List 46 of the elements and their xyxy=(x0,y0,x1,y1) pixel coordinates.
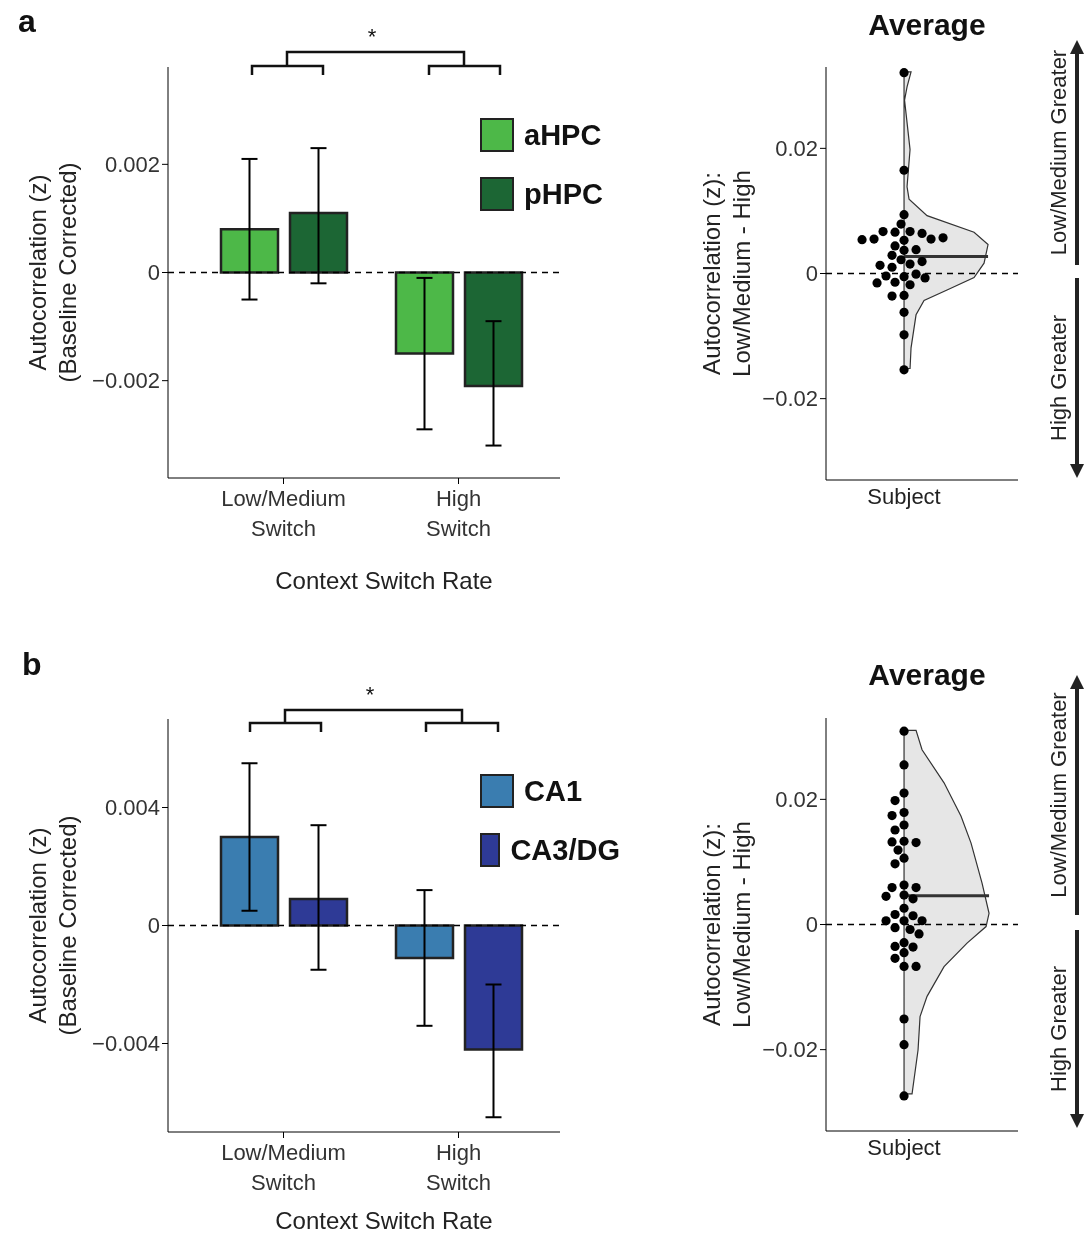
x-tick-label: Subject xyxy=(867,1134,941,1160)
y-axis-title: Autocorrelation (z): Low/Medium - High xyxy=(697,170,755,377)
y-axis-title: Autocorrelation (z): Low/Medium - High xyxy=(697,821,755,1028)
chart-title: Average xyxy=(868,658,986,691)
y-tick-label: 0.004 xyxy=(104,795,160,821)
y-tick-label: −0.004 xyxy=(92,1031,160,1057)
bar xyxy=(394,924,455,960)
y-axis-title: Autocorrelation (z) (Baseline Corrected) xyxy=(23,162,81,383)
text: b xyxy=(22,646,42,682)
y-tick-label: 0.002 xyxy=(104,152,160,178)
x-tick-label: Low/Medium Switch xyxy=(221,1140,346,1195)
y-axis-title: Autocorrelation (z) (Baseline Corrected) xyxy=(23,815,81,1036)
bar xyxy=(288,211,349,274)
text: High Greater xyxy=(1045,966,1071,1092)
bar xyxy=(219,835,280,927)
legend-label: CA1 xyxy=(524,774,583,808)
x-tick-label: High Switch xyxy=(426,1140,491,1195)
x-tick-label: Low/Medium Switch xyxy=(221,486,346,541)
y-tick-label: −0.02 xyxy=(762,1037,818,1063)
x-axis-title: Context Switch Rate xyxy=(275,1206,493,1234)
text: * xyxy=(367,24,377,49)
y-tick-label: −0.002 xyxy=(92,368,160,394)
text: * xyxy=(365,682,375,707)
text: Low/Medium Greater xyxy=(1045,692,1071,898)
chart-title: Average xyxy=(868,8,986,41)
bar xyxy=(463,271,524,388)
text: High Greater xyxy=(1045,315,1071,441)
bar xyxy=(394,271,455,355)
bar xyxy=(463,924,524,1051)
bar xyxy=(219,227,280,274)
y-tick-label: 0 xyxy=(805,912,818,938)
bar xyxy=(288,897,349,927)
text: Low/Medium Greater xyxy=(1045,49,1071,256)
y-tick-label: 0 xyxy=(147,913,160,939)
y-tick-label: 0.02 xyxy=(775,136,818,162)
y-tick-label: −0.02 xyxy=(762,386,818,412)
legend-label: aHPC xyxy=(524,118,602,152)
y-tick-label: 0 xyxy=(805,261,818,287)
legend-label: CA3/DG xyxy=(510,833,620,867)
y-tick-label: 0.02 xyxy=(775,787,818,813)
x-tick-label: High Switch xyxy=(426,486,491,541)
x-axis-title: Context Switch Rate xyxy=(275,566,493,594)
text: a xyxy=(18,3,36,39)
y-tick-label: 0 xyxy=(147,260,160,286)
x-tick-label: Subject xyxy=(867,483,941,509)
legend-label: pHPC xyxy=(524,177,603,211)
